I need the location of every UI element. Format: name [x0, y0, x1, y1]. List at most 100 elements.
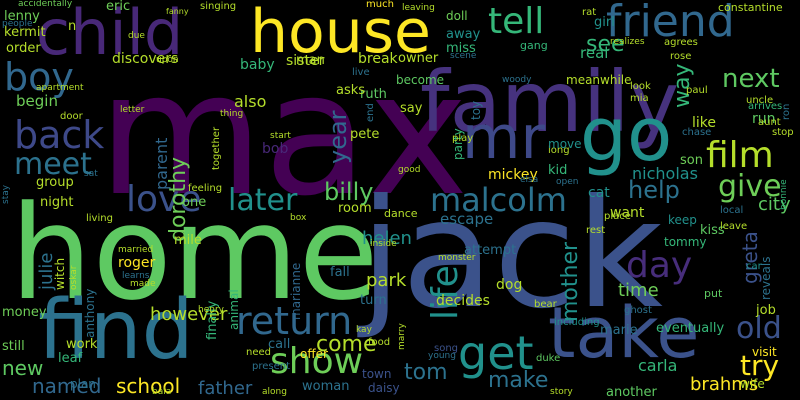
cloud-word: leave: [720, 221, 748, 232]
cloud-word: bear: [534, 299, 557, 310]
cloud-word: back: [14, 113, 105, 157]
cloud-word: decides: [436, 293, 490, 309]
cloud-word: house: [250, 0, 431, 67]
cloud-word: become: [396, 73, 445, 87]
cloud-word: agrees: [664, 37, 698, 48]
cloud-word: one: [182, 195, 207, 210]
cloud-word: break: [358, 51, 398, 67]
cloud-word: town: [362, 367, 392, 381]
cloud-word: year: [324, 110, 352, 164]
cloud-word: ron: [781, 103, 792, 120]
cloud-word: father: [198, 378, 253, 399]
cloud-word: ghost: [624, 305, 652, 316]
cloud-word: paul: [686, 85, 708, 96]
cloud-word: upon: [156, 55, 179, 65]
cloud-word: carla: [638, 356, 678, 375]
cloud-word: singing: [200, 1, 237, 12]
cloud-word: child: [36, 0, 184, 69]
cloud-word: woman: [302, 379, 350, 394]
cloud-word: made: [130, 279, 156, 289]
cloud-word: work: [66, 337, 98, 352]
cloud-word: old: [736, 311, 782, 346]
cloud-word: end: [365, 103, 376, 122]
cloud-word: brahms: [690, 374, 759, 395]
cloud-word: named: [32, 374, 102, 398]
cloud-word: good: [398, 165, 421, 175]
cloud-word: want: [610, 205, 645, 221]
cloud-word: live: [352, 67, 370, 78]
cloud-word: parent: [152, 137, 171, 190]
cloud-word: home: [10, 177, 379, 329]
cloud-word: offer: [300, 347, 328, 361]
cloud-word: meet: [14, 147, 92, 182]
cloud-word: due: [128, 31, 145, 41]
cloud-word: marianne: [289, 262, 303, 320]
cloud-word: mr: [462, 103, 546, 173]
cloud-word: girl: [594, 15, 615, 30]
cloud-word: son: [680, 153, 703, 168]
cloud-word: young: [428, 351, 456, 361]
cloud-word: people: [2, 19, 33, 29]
cloud-word: along: [262, 387, 287, 397]
cloud-word: kermit: [4, 25, 46, 40]
cloud-word: helen: [362, 228, 412, 249]
cloud-word: rose: [670, 51, 692, 62]
cloud-word: money: [2, 305, 47, 320]
cloud-word: help: [628, 176, 680, 204]
cloud-word: ruth: [360, 87, 387, 102]
cloud-word: rat: [582, 7, 597, 18]
cloud-word: owner: [398, 51, 439, 66]
cloud-word: scene: [450, 51, 477, 61]
cloud-word: mother: [558, 241, 583, 322]
cloud-word: real: [580, 44, 609, 62]
cloud-word: uncle: [746, 95, 774, 106]
cloud-word: door: [60, 111, 83, 122]
cloud-word: find: [38, 283, 194, 378]
cloud-word: discovers: [112, 51, 179, 67]
cloud-word: day: [626, 245, 693, 286]
cloud-word: witch: [53, 257, 67, 290]
cloud-word: boy: [4, 55, 74, 99]
cloud-word: baby: [240, 57, 275, 73]
cloud-word: toy: [469, 100, 483, 120]
cloud-word: duke: [536, 353, 561, 364]
cloud-word: away: [446, 27, 481, 42]
cloud-word: come: [316, 332, 377, 357]
cloud-word: arrives: [748, 101, 783, 112]
cloud-word: together: [211, 126, 222, 170]
cloud-word: asks: [336, 83, 366, 98]
cloud-word: mickey: [488, 167, 538, 183]
cloud-word: local: [720, 205, 744, 216]
cloud-word: tommy: [664, 235, 707, 249]
cloud-word: go: [580, 92, 673, 178]
cloud-word: play: [452, 133, 474, 144]
cloud-word: friend: [606, 0, 735, 47]
cloud-word: start: [270, 131, 291, 141]
cloud-word: long: [548, 145, 570, 156]
cloud-word: need: [246, 347, 271, 358]
cloud-word: kay: [356, 325, 372, 335]
cloud-word: show: [270, 341, 364, 382]
cloud-word: feeling: [188, 183, 223, 194]
cloud-word: tom: [404, 360, 448, 385]
cloud-word: try: [740, 349, 780, 382]
cloud-word: leaf: [58, 351, 83, 366]
cloud-word: including: [554, 317, 600, 328]
cloud-word: attempt: [464, 243, 517, 258]
cloud-word: fall: [330, 265, 350, 280]
cloud-word: mia: [630, 93, 649, 104]
cloud-word: present: [252, 361, 291, 372]
cloud-word: wife: [740, 377, 765, 391]
cloud-word: place: [604, 211, 631, 222]
cloud-word: keep: [668, 213, 697, 227]
cloud-word: animal: [227, 289, 241, 330]
cloud-word: order: [6, 41, 41, 56]
cloud-word: man: [296, 53, 325, 68]
cloud-word: get: [458, 326, 534, 380]
cloud-word: time: [618, 280, 659, 301]
cloud-word: song: [434, 343, 459, 354]
cloud-word: escape: [440, 210, 494, 228]
cloud-word: married: [118, 245, 154, 255]
cloud-word: school: [116, 374, 181, 398]
